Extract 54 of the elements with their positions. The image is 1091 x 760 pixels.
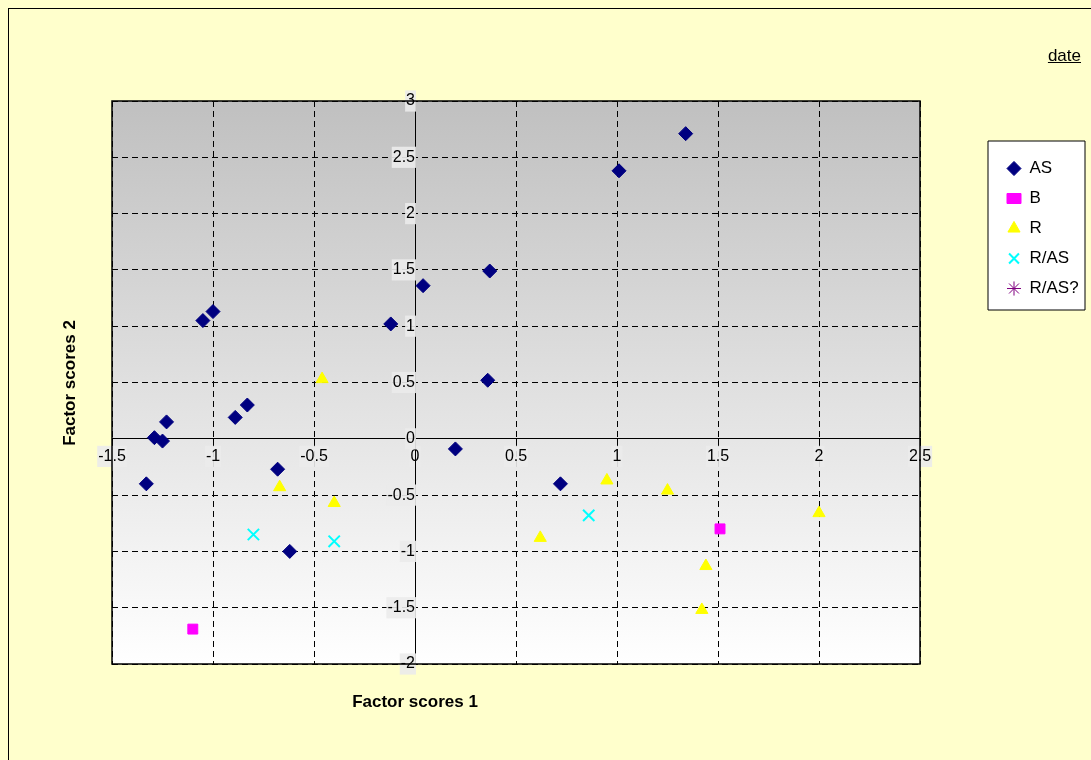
point: [270, 461, 286, 477]
legend-label: R: [1029, 218, 1042, 238]
y-tick-label: 0: [406, 429, 416, 447]
legend-label: R/AS?: [1029, 278, 1079, 298]
point: [227, 409, 243, 425]
point: [660, 483, 675, 495]
x-tick-label: 1: [612, 446, 622, 464]
x-tick-label: 2: [814, 446, 824, 464]
point: [239, 397, 255, 413]
legend-label: R/AS: [1029, 248, 1070, 268]
point: [195, 313, 211, 329]
point: [327, 534, 341, 548]
point: [187, 623, 199, 635]
y-tick-label: -1.5: [387, 598, 416, 616]
point: [315, 371, 329, 384]
point: [812, 505, 826, 518]
y-axis-title: Factor scores 2: [60, 320, 80, 446]
legend-label: B: [1029, 188, 1041, 208]
point: [695, 602, 709, 614]
y-tick-label: -0.5: [387, 485, 416, 503]
point: [582, 508, 596, 523]
point: [155, 433, 170, 449]
point: [138, 476, 154, 492]
x-tick-label: -1: [205, 446, 221, 464]
point: [714, 523, 726, 535]
point: [552, 476, 568, 492]
point: [482, 263, 498, 279]
x-tick-label: -0.5: [300, 446, 328, 464]
point: [600, 472, 614, 485]
point: [246, 527, 261, 542]
y-tick-label: 2: [406, 204, 416, 222]
point: [159, 414, 175, 430]
x-axis-title: Factor scores 1: [352, 692, 478, 712]
point: [327, 495, 341, 507]
x-tick-label: 0.5: [504, 446, 528, 464]
legend-label: AS: [1029, 158, 1053, 178]
y-tick-label: 2.5: [392, 147, 416, 165]
point: [415, 278, 431, 294]
point: [678, 126, 694, 142]
point: [611, 163, 627, 179]
point: [447, 441, 463, 457]
point: [699, 558, 713, 571]
y-tick-label: 0.5: [392, 372, 416, 390]
point: [533, 530, 547, 542]
point: [273, 479, 287, 492]
point: [205, 304, 221, 320]
y-tick-label: 1.5: [392, 260, 416, 278]
y-tick-label: 1: [406, 316, 416, 334]
point: [480, 372, 496, 388]
point: [383, 316, 399, 332]
point: [282, 543, 298, 559]
x-tick-label: 1.5: [706, 446, 730, 464]
y-tick-label: -1: [400, 541, 416, 559]
text: date: [1047, 46, 1081, 66]
